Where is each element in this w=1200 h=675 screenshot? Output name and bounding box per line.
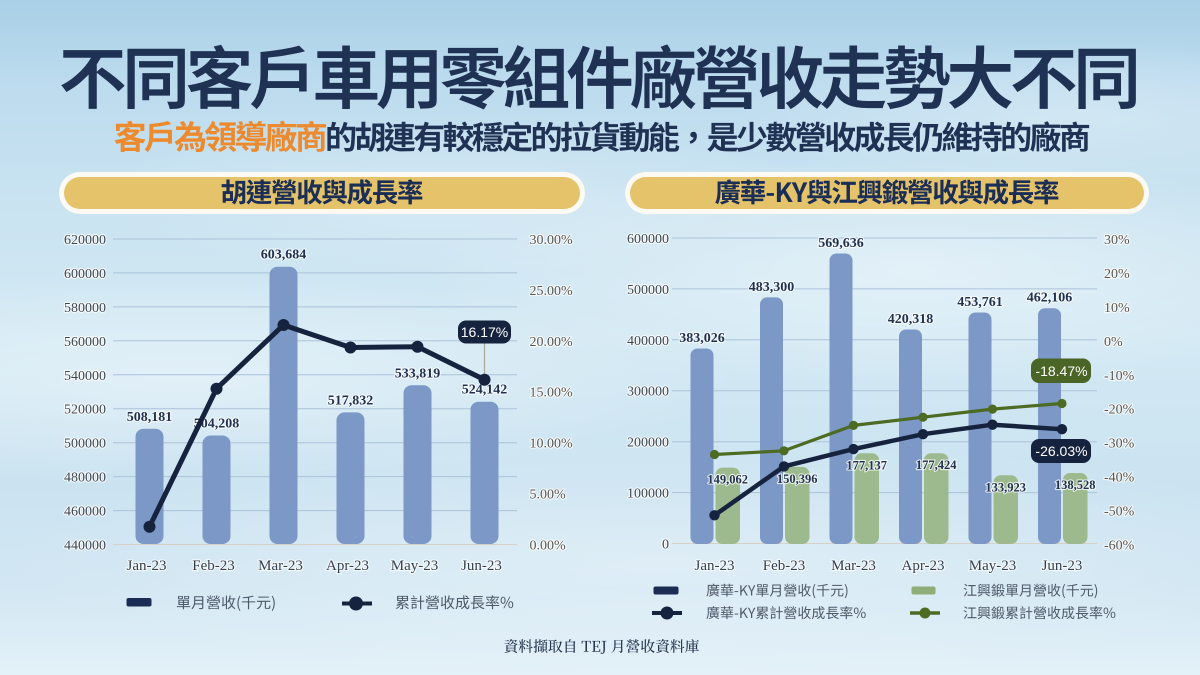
svg-text:500000: 500000 [64, 437, 106, 452]
svg-text:508,181: 508,181 [127, 410, 173, 425]
svg-text:Feb-23: Feb-23 [192, 558, 235, 574]
svg-text:Apr-23: Apr-23 [326, 558, 369, 574]
svg-text:Mar-23: Mar-23 [258, 558, 303, 574]
svg-text:10.00%: 10.00% [530, 437, 574, 452]
svg-text:0: 0 [662, 538, 669, 553]
svg-text:440000: 440000 [64, 539, 106, 554]
svg-text:524,142: 524,142 [462, 383, 508, 398]
svg-text:Apr-23: Apr-23 [901, 558, 944, 574]
svg-text:16.17%: 16.17% [461, 324, 508, 340]
svg-text:-30%: -30% [1104, 437, 1135, 452]
svg-text:May-23: May-23 [391, 558, 439, 574]
svg-text:420,318: 420,318 [888, 312, 934, 327]
svg-text:10%: 10% [1104, 301, 1130, 316]
svg-text:620000: 620000 [64, 233, 106, 248]
svg-text:460000: 460000 [64, 505, 106, 520]
svg-text:600000: 600000 [627, 232, 669, 247]
svg-text:100000: 100000 [627, 487, 669, 502]
svg-text:20%: 20% [1104, 267, 1130, 282]
svg-text:-40%: -40% [1104, 471, 1135, 486]
svg-text:569,636: 569,636 [818, 236, 864, 251]
svg-text:-50%: -50% [1104, 505, 1135, 520]
svg-text:600000: 600000 [64, 267, 106, 282]
svg-text:-26.03%: -26.03% [1035, 443, 1087, 459]
svg-text:300000: 300000 [627, 385, 669, 400]
svg-text:480000: 480000 [64, 471, 106, 486]
svg-text:520000: 520000 [64, 403, 106, 418]
svg-text:400000: 400000 [627, 334, 669, 349]
svg-text:580000: 580000 [64, 301, 106, 316]
svg-text:149,062: 149,062 [707, 473, 748, 487]
svg-text:Jun-23: Jun-23 [461, 558, 502, 574]
svg-text:Jan-23: Jan-23 [695, 558, 735, 574]
svg-text:20.00%: 20.00% [530, 335, 574, 350]
svg-text:177,424: 177,424 [916, 458, 957, 472]
svg-text:177,137: 177,137 [846, 458, 887, 472]
svg-text:Mar-23: Mar-23 [831, 558, 876, 574]
svg-text:500000: 500000 [627, 283, 669, 298]
svg-text:138,528: 138,528 [1055, 478, 1096, 492]
svg-text:15.00%: 15.00% [530, 386, 574, 401]
svg-text:Feb-23: Feb-23 [763, 558, 806, 574]
svg-text:517,832: 517,832 [328, 393, 374, 408]
svg-text:383,026: 383,026 [679, 331, 725, 346]
svg-text:Jun-23: Jun-23 [1042, 558, 1083, 574]
svg-text:133,923: 133,923 [985, 480, 1026, 494]
svg-text:150,396: 150,396 [777, 472, 818, 486]
svg-text:30.00%: 30.00% [530, 233, 574, 248]
svg-text:0%: 0% [1104, 335, 1123, 350]
svg-text:540000: 540000 [64, 369, 106, 384]
svg-text:30%: 30% [1104, 233, 1130, 248]
svg-text:603,684: 603,684 [261, 248, 307, 263]
svg-text:200000: 200000 [627, 436, 669, 451]
svg-text:483,300: 483,300 [749, 280, 795, 295]
svg-text:462,106: 462,106 [1027, 291, 1073, 306]
svg-text:-18.47%: -18.47% [1035, 363, 1087, 379]
svg-text:-60%: -60% [1104, 539, 1135, 554]
svg-text:-10%: -10% [1104, 369, 1135, 384]
svg-text:Jan-23: Jan-23 [127, 558, 167, 574]
svg-text:May-23: May-23 [969, 558, 1017, 574]
svg-text:560000: 560000 [64, 335, 106, 350]
svg-text:453,761: 453,761 [957, 295, 1003, 310]
svg-text:0.00%: 0.00% [530, 539, 567, 554]
svg-text:5.00%: 5.00% [530, 488, 567, 503]
svg-text:25.00%: 25.00% [530, 284, 574, 299]
svg-text:504,208: 504,208 [194, 417, 240, 432]
svg-text:533,819: 533,819 [395, 366, 441, 381]
svg-text:-20%: -20% [1104, 403, 1135, 418]
